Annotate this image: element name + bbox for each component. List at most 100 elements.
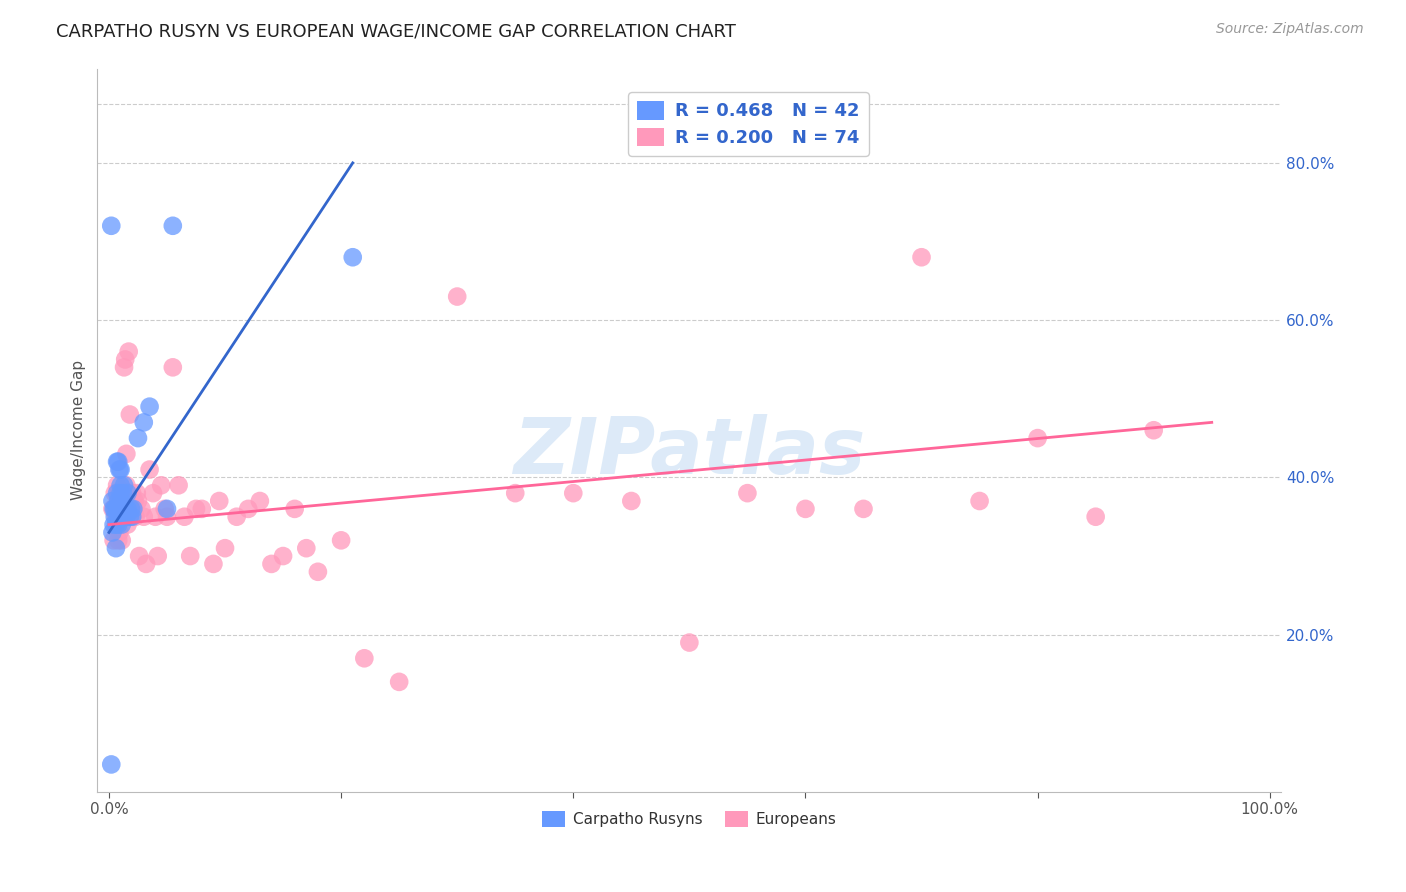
Point: [122, 501, 145, 516]
Text: ZIPatlas: ZIPatlas: [513, 414, 866, 490]
Point: [260, 557, 283, 571]
Point: [111, 517, 134, 532]
Point: [342, 250, 364, 264]
Point: [110, 501, 132, 516]
Point: [103, 501, 125, 516]
Point: [1026, 431, 1049, 445]
Point: [271, 549, 294, 563]
Point: [167, 478, 190, 492]
Point: [135, 557, 157, 571]
Point: [446, 289, 468, 303]
Point: [145, 509, 167, 524]
Point: [100, 757, 122, 772]
Point: [208, 494, 231, 508]
Point: [104, 509, 127, 524]
Point: [104, 541, 127, 556]
Point: [214, 541, 236, 556]
Point: [118, 344, 141, 359]
Point: [105, 501, 128, 516]
Point: [107, 494, 129, 508]
Point: [132, 416, 155, 430]
Point: [127, 431, 149, 445]
Point: [111, 486, 134, 500]
Point: [121, 509, 143, 524]
Point: [678, 635, 700, 649]
Point: [118, 509, 141, 524]
Point: [910, 250, 932, 264]
Point: [101, 525, 124, 540]
Point: [103, 533, 125, 548]
Point: [107, 494, 129, 508]
Point: [620, 494, 643, 508]
Point: [111, 494, 134, 508]
Point: [146, 549, 169, 563]
Point: [1143, 423, 1166, 437]
Point: [191, 501, 214, 516]
Point: [794, 501, 817, 516]
Point: [173, 509, 195, 524]
Point: [107, 455, 129, 469]
Point: [111, 501, 134, 516]
Point: [107, 533, 129, 548]
Point: [111, 486, 134, 500]
Point: [184, 501, 207, 516]
Text: Source: ZipAtlas.com: Source: ZipAtlas.com: [1216, 22, 1364, 37]
Point: [110, 462, 132, 476]
Point: [238, 501, 260, 516]
Point: [132, 509, 155, 524]
Point: [142, 486, 165, 500]
Point: [101, 501, 124, 516]
Point: [108, 509, 131, 524]
Point: [156, 509, 179, 524]
Point: [128, 549, 150, 563]
Y-axis label: Wage/Income Gap: Wage/Income Gap: [72, 360, 86, 500]
Point: [138, 462, 160, 476]
Point: [225, 509, 247, 524]
Point: [153, 501, 176, 516]
Point: [162, 360, 184, 375]
Point: [112, 478, 135, 492]
Point: [104, 509, 127, 524]
Point: [105, 486, 128, 500]
Point: [114, 501, 136, 516]
Point: [117, 501, 139, 516]
Point: [110, 486, 132, 500]
Point: [121, 486, 143, 500]
Point: [108, 525, 131, 540]
Point: [112, 509, 135, 524]
Point: [125, 486, 148, 500]
Point: [117, 517, 139, 532]
Point: [852, 501, 875, 516]
Point: [179, 549, 201, 563]
Point: [105, 455, 128, 469]
Point: [737, 486, 759, 500]
Point: [110, 509, 132, 524]
Point: [124, 494, 146, 508]
Point: [202, 557, 225, 571]
Point: [969, 494, 991, 508]
Point: [120, 501, 142, 516]
Point: [353, 651, 375, 665]
Point: [131, 501, 153, 516]
Point: [162, 219, 184, 233]
Point: [111, 533, 134, 548]
Point: [104, 486, 127, 500]
Point: [307, 565, 329, 579]
Point: [108, 462, 131, 476]
Legend: Carpatho Rusyns, Europeans: Carpatho Rusyns, Europeans: [534, 804, 844, 835]
Point: [105, 517, 128, 532]
Point: [104, 501, 127, 516]
Point: [114, 352, 136, 367]
Point: [120, 501, 142, 516]
Point: [104, 517, 127, 532]
Point: [138, 400, 160, 414]
Point: [118, 408, 141, 422]
Point: [388, 674, 411, 689]
Point: [111, 501, 134, 516]
Point: [111, 494, 134, 508]
Point: [115, 478, 138, 492]
Point: [107, 517, 129, 532]
Point: [330, 533, 353, 548]
Point: [284, 501, 307, 516]
Point: [124, 509, 146, 524]
